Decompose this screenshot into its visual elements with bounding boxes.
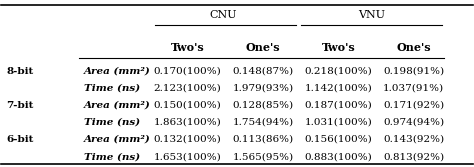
Text: 1.142(100%): 1.142(100%) — [304, 84, 372, 93]
Text: 1.031(100%): 1.031(100%) — [304, 118, 372, 127]
Text: 0.198(91%): 0.198(91%) — [383, 67, 444, 76]
Text: 0.974(94%): 0.974(94%) — [383, 118, 444, 127]
Text: 0.187(100%): 0.187(100%) — [304, 101, 372, 110]
Text: 0.813(92%): 0.813(92%) — [383, 152, 444, 161]
Text: 8-bit: 8-bit — [6, 67, 33, 76]
Text: 0.883(100%): 0.883(100%) — [304, 152, 372, 161]
Text: Area (mm²): Area (mm²) — [84, 101, 151, 110]
Text: 1.754(94%): 1.754(94%) — [232, 118, 293, 127]
Text: 0.143(92%): 0.143(92%) — [383, 135, 444, 144]
Text: Area (mm²): Area (mm²) — [84, 67, 151, 76]
Text: Two's: Two's — [171, 42, 204, 53]
Text: 0.218(100%): 0.218(100%) — [304, 67, 372, 76]
Text: 7-bit: 7-bit — [6, 101, 34, 110]
Text: One's: One's — [396, 42, 431, 53]
Text: 1.863(100%): 1.863(100%) — [154, 118, 221, 127]
Text: 6-bit: 6-bit — [6, 135, 34, 144]
Text: 1.979(93%): 1.979(93%) — [232, 84, 293, 93]
Text: 2.123(100%): 2.123(100%) — [154, 84, 221, 93]
Text: 0.128(85%): 0.128(85%) — [232, 101, 293, 110]
Text: 0.170(100%): 0.170(100%) — [154, 67, 221, 76]
Text: CNU: CNU — [209, 10, 237, 20]
Text: 0.156(100%): 0.156(100%) — [304, 135, 372, 144]
Text: 0.171(92%): 0.171(92%) — [383, 101, 444, 110]
Text: VNU: VNU — [358, 10, 385, 20]
Text: 0.150(100%): 0.150(100%) — [154, 101, 221, 110]
Text: 0.113(86%): 0.113(86%) — [232, 135, 293, 144]
Text: Time (ns): Time (ns) — [84, 118, 140, 127]
Text: Time (ns): Time (ns) — [84, 84, 140, 93]
Text: Area (mm²): Area (mm²) — [84, 135, 151, 144]
Text: 1.037(91%): 1.037(91%) — [383, 84, 444, 93]
Text: 0.132(100%): 0.132(100%) — [154, 135, 221, 144]
Text: 0.148(87%): 0.148(87%) — [232, 67, 293, 76]
Text: One's: One's — [246, 42, 280, 53]
Text: 1.565(95%): 1.565(95%) — [232, 152, 293, 161]
Text: Two's: Two's — [321, 42, 355, 53]
Text: 1.653(100%): 1.653(100%) — [154, 152, 221, 161]
Text: Time (ns): Time (ns) — [84, 152, 140, 161]
